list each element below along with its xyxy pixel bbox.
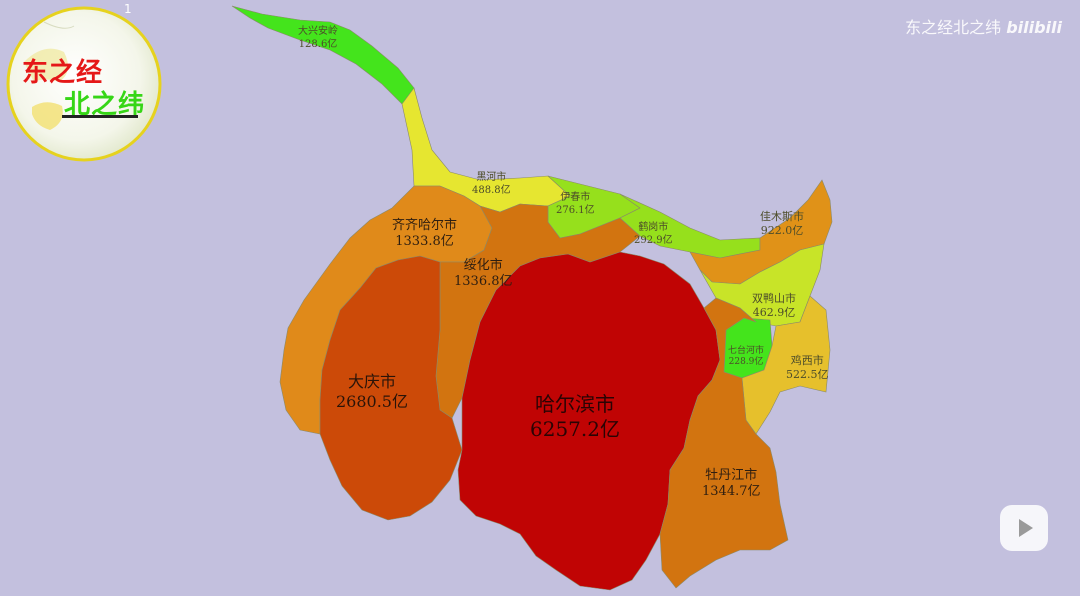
logo-underline: [62, 115, 138, 118]
label-daqing: 大庆市 2680.5亿: [336, 372, 408, 412]
label-mudanjiang-name: 牡丹江市: [705, 468, 758, 483]
label-heihe-value: 488.8亿: [472, 184, 511, 196]
watermark: 东之经北之纬 bilibili: [905, 14, 1062, 38]
label-jixi-value: 522.5亿: [786, 367, 829, 381]
label-harbin-value: 6257.2亿: [530, 417, 620, 441]
label-heihe: 黑河市 488.8亿: [472, 172, 511, 197]
label-hegang: 鹤岗市 292.9亿: [634, 222, 673, 247]
label-daqing-name: 大庆市: [347, 372, 396, 391]
label-shuangyashan-name: 双鸭山市: [752, 292, 796, 305]
region-jixi[interactable]: [741, 295, 831, 435]
label-suihua-name: 绥化市: [463, 258, 503, 273]
label-qiqihar-name: 齐齐哈尔市: [392, 218, 458, 233]
region-daqing[interactable]: [319, 255, 463, 521]
region-daxinganling[interactable]: [231, 5, 419, 109]
label-jiamusi-name: 佳木斯市: [760, 210, 804, 223]
label-qiqihar-value: 1333.8亿: [395, 234, 454, 250]
label-mudanjiang: 牡丹江市 1344.7亿: [702, 468, 761, 501]
label-yichun-name: 伊春市: [560, 192, 591, 203]
label-jiamusi: 佳木斯市 922.0亿: [760, 210, 804, 238]
watermark-text: 东之经北之纬: [905, 18, 1002, 37]
label-qitaihe-name: 七台河市: [728, 346, 765, 356]
label-qitaihe-value: 228.9亿: [728, 357, 764, 368]
label-jiamusi-value: 922.0亿: [760, 223, 804, 237]
label-shuangyashan: 双鸭山市 462.9亿: [752, 292, 796, 320]
label-yichun-value: 276.1亿: [556, 204, 595, 216]
label-harbin-name: 哈尔滨市: [534, 392, 615, 416]
label-jixi-name: 鸡西市: [790, 354, 824, 367]
label-daqing-value: 2680.5亿: [336, 392, 408, 411]
label-daxinganling: 大兴安岭 128.6亿: [298, 26, 338, 51]
label-hegang-name: 鹤岗市: [638, 222, 669, 233]
label-harbin: 哈尔滨市 6257.2亿: [530, 392, 620, 442]
label-suihua-value: 1336.8亿: [454, 274, 513, 290]
channel-logo: 1 东之经 北之纬: [4, 2, 162, 164]
region-mudanjiang[interactable]: [659, 297, 789, 589]
label-daxinganling-name: 大兴安岭: [298, 26, 338, 37]
logo-badge: 1: [124, 2, 132, 16]
label-daxinganling-value: 128.6亿: [298, 38, 338, 50]
label-shuangyashan-value: 462.9亿: [752, 305, 796, 319]
watermark-brand: bilibili: [1006, 18, 1062, 37]
label-qitaihe: 七台河市 228.9亿: [728, 346, 764, 369]
play-icon[interactable]: [1000, 505, 1048, 551]
label-heihe-name: 黑河市: [476, 172, 507, 183]
label-qiqihar: 齐齐哈尔市 1333.8亿: [392, 218, 457, 251]
label-jixi: 鸡西市 522.5亿: [786, 354, 829, 382]
logo-line1: 东之经: [22, 58, 104, 88]
label-mudanjiang-value: 1344.7亿: [702, 484, 761, 500]
label-hegang-value: 292.9亿: [634, 234, 673, 246]
label-suihua: 绥化市 1336.8亿: [454, 258, 513, 291]
globe-icon: [6, 6, 162, 162]
label-yichun: 伊春市 276.1亿: [556, 192, 595, 217]
